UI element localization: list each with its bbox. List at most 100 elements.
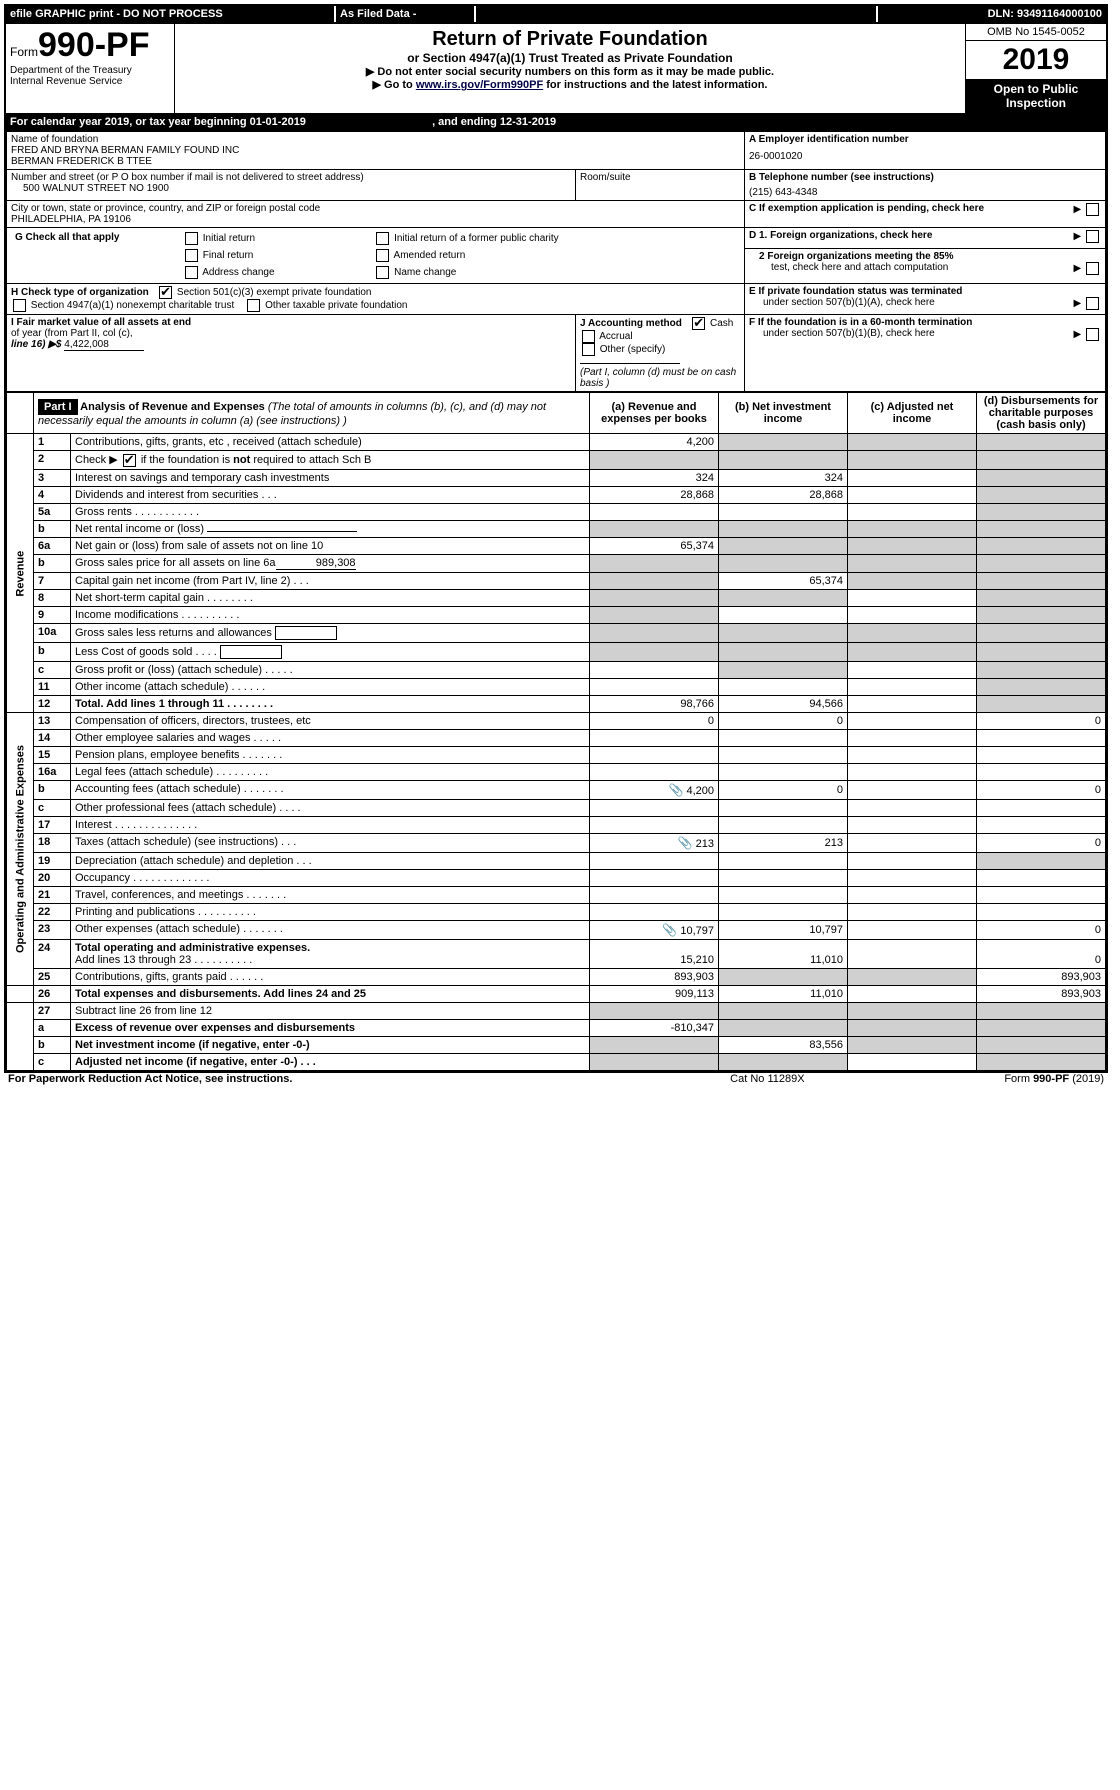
j-cash-cb[interactable] xyxy=(692,317,705,330)
part1-table: Part I Analysis of Revenue and Expenses … xyxy=(6,392,1106,1071)
e-checkbox[interactable] xyxy=(1086,297,1099,310)
r21-desc: Travel, conferences, and meetings . . . … xyxy=(71,886,590,903)
r14-desc: Other employee salaries and wages . . . … xyxy=(71,729,590,746)
r24-d: 0 xyxy=(977,939,1106,968)
row-10b: b Less Cost of goods sold . . . . xyxy=(7,642,1106,661)
cal-begin: 01-01-2019 xyxy=(250,116,306,128)
row-19: 19 Depreciation (attach schedule) and de… xyxy=(7,852,1106,869)
r25-desc: Contributions, gifts, grants paid . . . … xyxy=(71,968,590,985)
calendar-year-row: For calendar year 2019, or tax year begi… xyxy=(5,113,1107,131)
header-left: Form990-PF Department of the Treasury In… xyxy=(5,23,175,113)
j-label: J Accounting method xyxy=(580,318,682,329)
j-other-cb[interactable] xyxy=(582,343,595,356)
omb-number: OMB No 1545-0052 xyxy=(966,24,1106,41)
r18-b: 213 xyxy=(719,833,848,852)
g-o3: Final return xyxy=(203,250,254,261)
r17-desc: Interest . . . . . . . . . . . . . . xyxy=(71,816,590,833)
c-checkbox[interactable] xyxy=(1086,203,1099,216)
j-accrual-cb[interactable] xyxy=(582,330,595,343)
h-label: H Check type of organization xyxy=(11,287,149,298)
instr2a: ▶ Go to xyxy=(373,79,416,91)
row-15: 15 Pension plans, employee benefits . . … xyxy=(7,746,1106,763)
row-7: 7 Capital gain net income (from Part IV,… xyxy=(7,572,1106,589)
tel-value: (215) 643-4348 xyxy=(749,183,1101,198)
h-other-cb[interactable] xyxy=(247,299,260,312)
form-title: Return of Private Foundation xyxy=(183,28,957,51)
h-501c3-cb[interactable] xyxy=(159,286,172,299)
attachment-icon[interactable]: 📎 xyxy=(662,923,677,937)
r3-a: 324 xyxy=(590,469,719,486)
dept-line2: Internal Revenue Service xyxy=(10,76,170,87)
g-name-change-cb[interactable] xyxy=(376,266,389,279)
row-27c: c Adjusted net income (if negative, ente… xyxy=(7,1053,1106,1070)
row-14: 14 Other employee salaries and wages . .… xyxy=(7,729,1106,746)
g-initial-former-cb[interactable] xyxy=(376,232,389,245)
j-o1: Cash xyxy=(710,318,733,329)
row-1: Revenue 1 Contributions, gifts, grants, … xyxy=(7,434,1106,451)
r2-checkbox[interactable] xyxy=(123,454,136,467)
row-5b: b Net rental income or (loss) xyxy=(7,520,1106,537)
g-initial-return-cb[interactable] xyxy=(185,232,198,245)
h-4947-cb[interactable] xyxy=(13,299,26,312)
r13-d: 0 xyxy=(977,712,1106,729)
row-20: 20 Occupancy . . . . . . . . . . . . . xyxy=(7,869,1106,886)
row-23: 23 Other expenses (attach schedule) . . … xyxy=(7,920,1106,939)
r10a-desc: Gross sales less returns and allowances xyxy=(71,623,590,642)
row-6a: 6a Net gain or (loss) from sale of asset… xyxy=(7,537,1106,554)
r24-b: 11,010 xyxy=(719,939,848,968)
d1-checkbox[interactable] xyxy=(1086,230,1099,243)
addr-value: 500 WALNUT STREET NO 1900 xyxy=(11,183,571,194)
name-label: Name of foundation xyxy=(11,134,740,145)
h-o1: Section 501(c)(3) exempt private foundat… xyxy=(177,287,372,298)
city-label: City or town, state or province, country… xyxy=(11,203,740,214)
r12-a: 98,766 xyxy=(590,695,719,712)
r5a-desc: Gross rents . . . . . . . . . . . xyxy=(71,503,590,520)
r27a-a: -810,347 xyxy=(590,1019,719,1036)
row-2: 2 Check ▶ if the foundation is not requi… xyxy=(7,451,1106,470)
instr2: ▶ Go to www.irs.gov/Form990PF for instru… xyxy=(183,78,957,91)
row-22: 22 Printing and publications . . . . . .… xyxy=(7,903,1106,920)
r13-b: 0 xyxy=(719,712,848,729)
g-final-return-cb[interactable] xyxy=(185,249,198,262)
attachment-icon[interactable]: 📎 xyxy=(678,836,693,850)
r7-b: 65,374 xyxy=(719,572,848,589)
r6a-a: 65,374 xyxy=(590,537,719,554)
room-label: Room/suite xyxy=(580,172,740,183)
irs-link[interactable]: www.irs.gov/Form990PF xyxy=(416,79,543,91)
form-number: 990-PF xyxy=(38,26,150,64)
r26-d: 893,903 xyxy=(977,985,1106,1002)
r26-a: 909,113 xyxy=(590,985,719,1002)
footer-right: Form 990-PF (2019) xyxy=(862,1073,1108,1085)
r13-desc: Compensation of officers, directors, tru… xyxy=(71,712,590,729)
row-18: 18 Taxes (attach schedule) (see instruct… xyxy=(7,833,1106,852)
tel-label: B Telephone number (see instructions) xyxy=(749,172,1101,183)
r23-b: 10,797 xyxy=(719,920,848,939)
row-10a: 10a Gross sales less returns and allowan… xyxy=(7,623,1106,642)
f-checkbox[interactable] xyxy=(1086,328,1099,341)
r27b-desc: Net investment income (if negative, ente… xyxy=(71,1036,590,1053)
footer-left: For Paperwork Reduction Act Notice, see … xyxy=(4,1073,673,1085)
d2-checkbox[interactable] xyxy=(1086,262,1099,275)
row-27a: a Excess of revenue over expenses and di… xyxy=(7,1019,1106,1036)
g-address-change-cb[interactable] xyxy=(185,266,198,279)
form-outer-table: efile GRAPHIC print - DO NOT PROCESS As … xyxy=(4,4,1108,1073)
r13-a: 0 xyxy=(590,712,719,729)
r26-desc: Total expenses and disbursements. Add li… xyxy=(71,985,590,1002)
r23-desc: Other expenses (attach schedule) . . . .… xyxy=(71,920,590,939)
row-17: 17 Interest . . . . . . . . . . . . . . xyxy=(7,816,1106,833)
r10b-desc: Less Cost of goods sold . . . . xyxy=(71,642,590,661)
row-26: 26 Total expenses and disbursements. Add… xyxy=(7,985,1106,1002)
r2-desc: Check ▶ if the foundation is not require… xyxy=(71,451,590,470)
row-27b: b Net investment income (if negative, en… xyxy=(7,1036,1106,1053)
tax-year: 2019 xyxy=(966,41,1106,79)
r16b-b: 0 xyxy=(719,780,848,799)
r18-desc: Taxes (attach schedule) (see instruction… xyxy=(71,833,590,852)
g-amended-cb[interactable] xyxy=(376,249,389,262)
d2b-label: test, check here and attach computation xyxy=(771,262,948,273)
d2a-label: 2 Foreign organizations meeting the 85% xyxy=(749,251,1101,262)
r3-b: 324 xyxy=(719,469,848,486)
attachment-icon[interactable]: 📎 xyxy=(668,783,683,797)
d1-label: D 1. Foreign organizations, check here xyxy=(749,230,932,241)
r6a-desc: Net gain or (loss) from sale of assets n… xyxy=(71,537,590,554)
r6b-desc: Gross sales price for all assets on line… xyxy=(71,554,590,572)
